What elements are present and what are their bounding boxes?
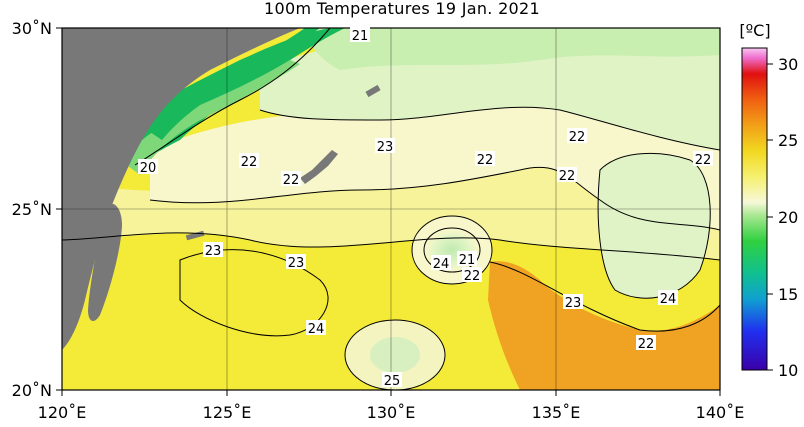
contour-label-bg: [138, 159, 158, 174]
contour-label: 21: [459, 253, 476, 268]
eastern-cool-lobe: [598, 153, 711, 299]
contour-label-bg: [350, 27, 370, 42]
x-tick-label-130e: 130˚E: [367, 403, 416, 422]
contour-label-bg: [431, 255, 451, 270]
colorbar-tick-15: 15: [778, 285, 798, 304]
contour-label: 23: [565, 296, 582, 311]
contour-label-bg: [286, 254, 306, 269]
temp-zone-25: [488, 261, 720, 390]
contour-label: 23: [205, 244, 222, 259]
graticule: [62, 28, 720, 390]
x-tick-label-125e: 125˚E: [203, 403, 252, 422]
contour-label: 24: [433, 257, 450, 272]
contour-label: 22: [241, 155, 258, 170]
contour-label: 24: [660, 292, 677, 307]
x-tick-label-120e: 120˚E: [38, 403, 87, 422]
contour-label-bg: [239, 153, 259, 168]
colorbar: [741, 47, 768, 371]
contour-label-bg: [306, 320, 326, 335]
x-tick-label-140e: 140˚E: [696, 403, 745, 422]
colorbar-tick-20: 20: [778, 208, 798, 227]
contour-label: 22: [695, 153, 712, 168]
colorbar-tick-30: 30: [778, 55, 798, 74]
ryukyu-islands: [300, 150, 338, 184]
colorbar-unit-label: [ºC]: [739, 21, 770, 40]
contour-label: 23: [377, 140, 394, 155]
contour-label: 20: [140, 161, 157, 176]
colorbar-tick-10: 10: [778, 361, 798, 380]
temp-zone-22: [150, 93, 720, 230]
contour-label: 23: [288, 256, 305, 271]
isotherm-contours: [62, 28, 720, 390]
contour-label-bg: [382, 372, 402, 387]
y-tick-label-25n: 25˚N: [12, 200, 52, 219]
contour-label: 22: [569, 130, 586, 145]
contour-label-bg: [375, 138, 395, 153]
colorbar-ticks: [767, 63, 773, 371]
temp-zone-20: [300, 28, 720, 70]
colorbar-tick-25: 25: [778, 131, 798, 150]
contour-label: 25: [384, 374, 401, 389]
coast-green-over-land-edge: [150, 28, 320, 140]
kuroshio-cold-band: [130, 28, 345, 165]
contour-label-bg: [693, 151, 713, 166]
contour-label-bg: [636, 335, 656, 350]
taiwan-island: [88, 203, 122, 322]
southern-pale-eddy-core: [370, 337, 420, 373]
contour-label-bg: [203, 242, 223, 257]
axis-tick-marks: [56, 27, 721, 396]
contour-label: 24: [308, 322, 325, 337]
x-tick-label-135e: 135˚E: [532, 403, 581, 422]
y-tick-label-30n: 30˚N: [12, 19, 52, 38]
contour-label-bg: [658, 290, 678, 305]
okinawa-island: [365, 84, 381, 98]
contour-label: 22: [559, 169, 576, 184]
contour-label-bg: [557, 167, 577, 182]
contour-label: 22: [464, 269, 481, 284]
contour-label-bg: [462, 267, 482, 282]
contour-label-bg: [281, 171, 301, 186]
contour-label-bg: [475, 151, 495, 166]
y-tick-label-20n: 20˚N: [12, 381, 52, 400]
coastal-green-fringe: [120, 60, 300, 175]
contour-label: 22: [638, 337, 655, 352]
contour-label: 22: [283, 173, 300, 188]
map-plot-area: [62, 28, 720, 390]
mainland-land: [62, 28, 300, 350]
map-title: 100m Temperatures 19 Jan. 2021: [264, 0, 540, 18]
contour-label-bg: [567, 128, 587, 143]
contour-label: 21: [352, 29, 369, 44]
contour-label-bg: [457, 251, 477, 266]
contour-label: 22: [477, 153, 494, 168]
contour-label-bg: [563, 294, 583, 309]
